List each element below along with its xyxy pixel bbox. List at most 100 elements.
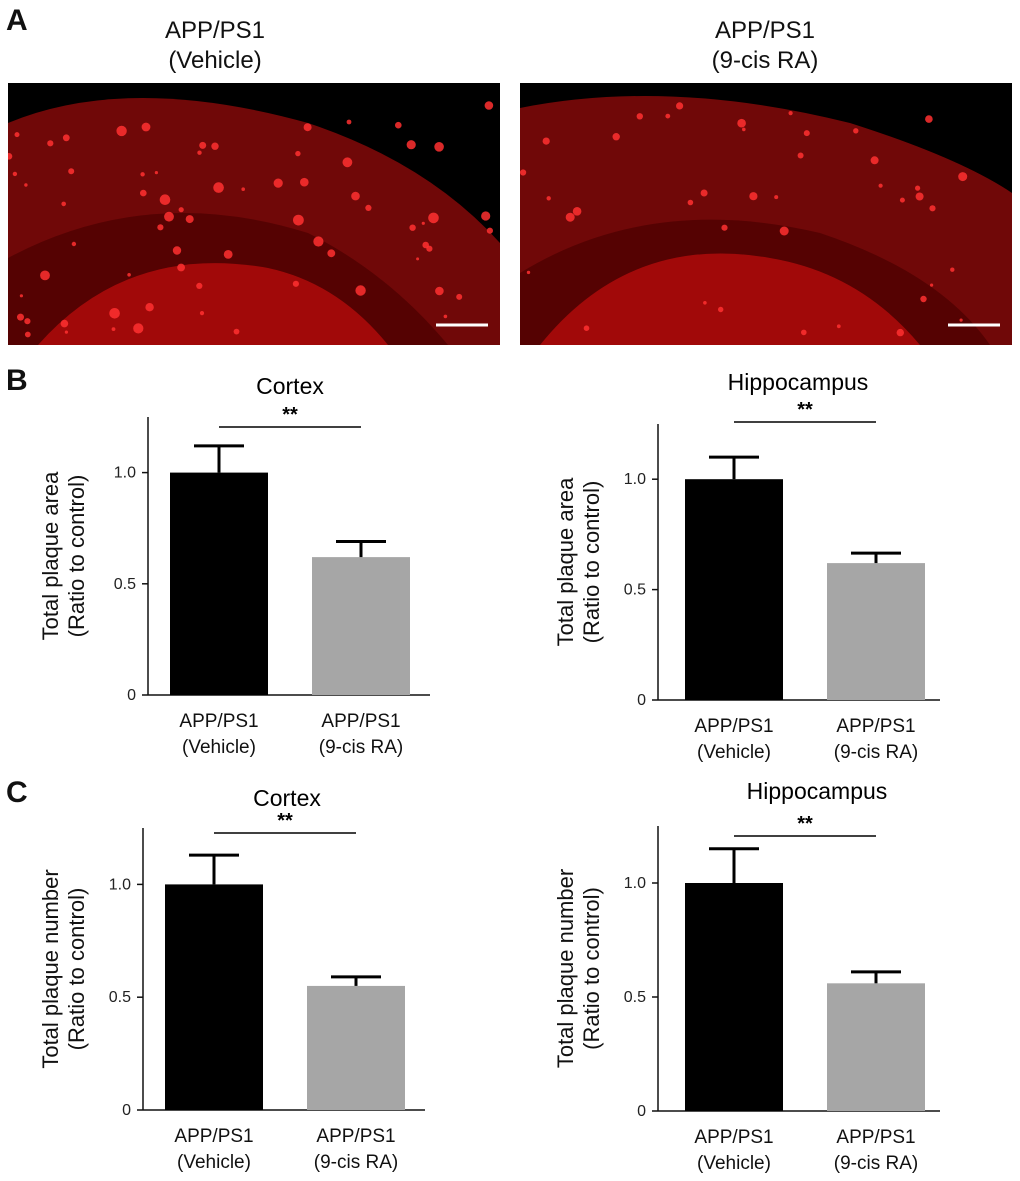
chart-number-cortex-svg: Cortex Total plaque number (Ratio to contr… bbox=[38, 785, 425, 1173]
plaque-dot bbox=[351, 191, 360, 201]
y-axis-label: Total plaque area (Ratio to control) bbox=[553, 477, 604, 647]
chart-title: Cortex bbox=[253, 785, 321, 811]
plaque-dot bbox=[355, 285, 366, 296]
plaque-dot bbox=[300, 177, 309, 187]
plaque-dot bbox=[64, 330, 68, 334]
plaque-dot bbox=[133, 323, 144, 334]
plaque-dot bbox=[526, 270, 531, 275]
plaque-dot bbox=[177, 263, 186, 272]
plaque-dot bbox=[71, 241, 77, 247]
plaque-dot bbox=[185, 215, 194, 224]
plaque-dot bbox=[116, 125, 127, 137]
image-title-line1: APP/PS1 bbox=[714, 17, 816, 44]
plaque-dot bbox=[61, 201, 66, 207]
plaque-dot bbox=[612, 133, 620, 141]
plaque-dot bbox=[223, 250, 233, 259]
plaque-dot bbox=[233, 328, 240, 335]
chart-area-cortex-svg: Cortex Total plaque area (Ratio to control… bbox=[38, 373, 430, 758]
plaque-dot bbox=[211, 142, 219, 150]
y-axis-label-line1: Total plaque number bbox=[553, 869, 578, 1068]
bar bbox=[165, 884, 263, 1110]
plaque-dot bbox=[520, 169, 527, 176]
y-axis-label-line1: Total plaque area bbox=[38, 471, 63, 641]
plaque-dot bbox=[456, 293, 463, 300]
bar bbox=[685, 479, 783, 700]
y-tick-label: 1.0 bbox=[624, 471, 646, 488]
y-tick-label: 1.0 bbox=[109, 876, 131, 893]
plaque-dot bbox=[409, 224, 416, 231]
plaque-dot bbox=[395, 121, 402, 129]
plaque-dot bbox=[421, 221, 425, 225]
plaque-dot bbox=[774, 195, 779, 200]
category-label-line1: APP/PS1 bbox=[694, 1127, 773, 1148]
y-axis-label-line1: Total plaque number bbox=[38, 869, 63, 1068]
plaque-dot bbox=[915, 185, 921, 191]
category-label-line1: APP/PS1 bbox=[174, 1126, 253, 1147]
plaque-dot bbox=[797, 152, 804, 159]
plaque-dot bbox=[443, 314, 448, 319]
significance-marker: ** bbox=[277, 810, 293, 832]
y-tick-label: 0.5 bbox=[109, 989, 131, 1006]
plaque-dot bbox=[486, 227, 493, 234]
plaque-dot bbox=[159, 194, 171, 205]
plaque-dot bbox=[365, 204, 372, 211]
plaque-dot bbox=[788, 111, 793, 116]
plaque-dot bbox=[127, 273, 131, 277]
y-tick-label: 1.0 bbox=[624, 875, 646, 892]
plaque-dot bbox=[435, 286, 444, 296]
micrograph-9cis-svg bbox=[520, 83, 1012, 345]
bar bbox=[827, 983, 925, 1111]
plaque-dot bbox=[959, 318, 963, 322]
bar bbox=[685, 883, 783, 1111]
plaque-dot bbox=[853, 128, 859, 134]
plaque-dot bbox=[915, 192, 924, 201]
plaque-dot bbox=[241, 187, 245, 191]
plaque-dot bbox=[920, 295, 927, 303]
y-tick-label: 0 bbox=[637, 1103, 646, 1120]
category-label-line2: (Vehicle) bbox=[177, 1152, 251, 1173]
plaque-dot bbox=[24, 183, 28, 187]
plaque-dot bbox=[8, 153, 13, 160]
plaque-dot bbox=[17, 313, 24, 321]
y-tick-label: 1.0 bbox=[114, 465, 136, 482]
plaque-dot bbox=[801, 329, 807, 336]
significance-marker: ** bbox=[797, 399, 813, 421]
plaque-dot bbox=[164, 211, 174, 222]
hippocampus-tissue bbox=[38, 263, 388, 345]
category-label-line2: (9-cis RA) bbox=[319, 737, 403, 758]
chart-area-hippocampus-svg: Hippocampus Total plaque area (Ratio to co… bbox=[553, 369, 940, 763]
panel-label-a: A bbox=[6, 4, 28, 37]
category-label-line2: (Vehicle) bbox=[697, 1153, 771, 1174]
plaque-dot bbox=[950, 267, 955, 272]
plaque-dot bbox=[178, 207, 184, 213]
plaque-dot bbox=[295, 150, 301, 157]
plaque-dot bbox=[145, 303, 154, 312]
chart-title: Hippocampus bbox=[728, 369, 869, 395]
plaque-dot bbox=[836, 324, 841, 329]
micrograph-vehicle bbox=[8, 83, 500, 345]
plaque-dot bbox=[60, 319, 69, 328]
chart-number-hippocampus-svg: Hippocampus Total plaque number (Ratio to … bbox=[553, 778, 940, 1174]
plaque-dot bbox=[484, 101, 494, 110]
plaque-dot bbox=[24, 318, 31, 325]
plaque-dot bbox=[68, 168, 75, 175]
plaque-dot bbox=[293, 214, 304, 226]
plaque-dot bbox=[47, 140, 54, 147]
plaque-dot bbox=[434, 142, 444, 152]
chart-area-cortex: Cortex Total plaque area (Ratio to control… bbox=[0, 362, 500, 770]
plaque-dot bbox=[406, 140, 416, 150]
plaque-dot bbox=[342, 157, 353, 168]
plaque-dot bbox=[172, 246, 182, 255]
y-tick-label: 0.5 bbox=[624, 989, 646, 1006]
plaque-dot bbox=[140, 172, 145, 177]
plaque-dot bbox=[303, 123, 312, 132]
category-label-line2: (Vehicle) bbox=[697, 742, 771, 763]
micrograph-vehicle-svg bbox=[8, 83, 500, 345]
chart-number-cortex: Cortex Total plaque number (Ratio to contr… bbox=[0, 774, 500, 1181]
plaque-dot bbox=[273, 178, 283, 188]
plaque-dot bbox=[930, 283, 934, 287]
category-label-line2: (9-cis RA) bbox=[314, 1152, 398, 1173]
plaque-dot bbox=[737, 118, 746, 128]
image-title-vehicle: APP/PS1 (Vehicle) bbox=[105, 16, 325, 76]
plaque-dot bbox=[481, 211, 491, 221]
